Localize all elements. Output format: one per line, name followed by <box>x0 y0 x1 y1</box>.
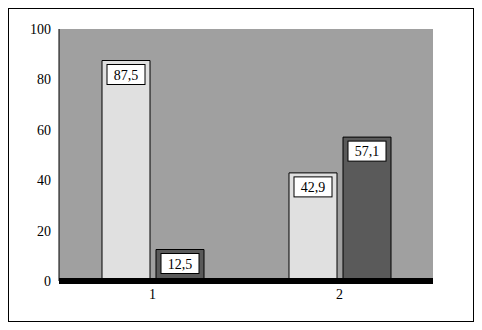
svg-text:57,1: 57,1 <box>355 144 380 159</box>
svg-text:40: 40 <box>37 173 51 188</box>
svg-text:100: 100 <box>30 22 51 37</box>
svg-text:80: 80 <box>37 72 51 87</box>
svg-text:20: 20 <box>37 224 51 239</box>
svg-text:2: 2 <box>336 287 343 302</box>
svg-text:87,5: 87,5 <box>114 68 139 83</box>
svg-text:12,5: 12,5 <box>168 257 193 272</box>
svg-text:42,9: 42,9 <box>301 180 326 195</box>
svg-text:1: 1 <box>149 287 156 302</box>
svg-text:60: 60 <box>37 123 51 138</box>
svg-text:0: 0 <box>44 274 51 289</box>
